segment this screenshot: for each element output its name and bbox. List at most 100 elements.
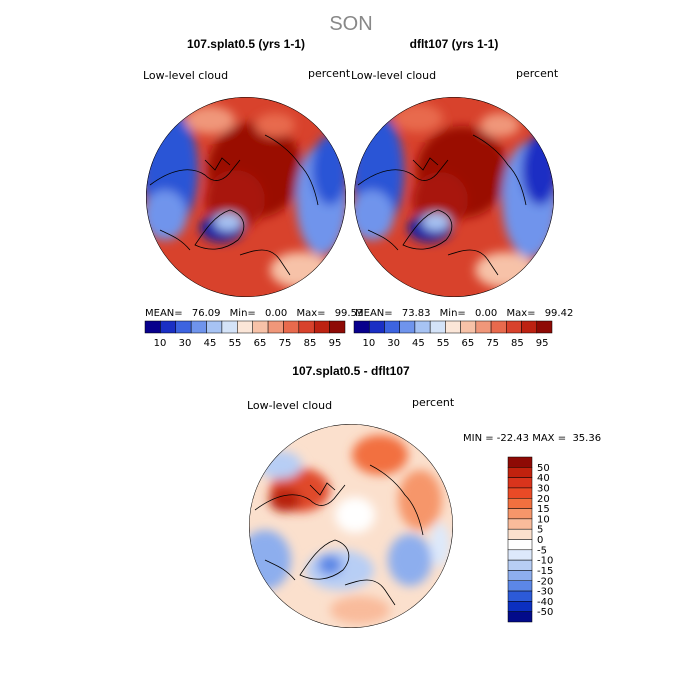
panel-2-colorbar-swatch	[490, 320, 507, 334]
panel-3-colorbar-tick-label: -30	[537, 587, 553, 598]
panel-3-colorbar-swatch	[507, 601, 533, 612]
panel-2: dflt107 (yrs 1-1) Low-level cloud percen…	[351, 37, 573, 349]
panel-2-colorbar-swatch	[536, 320, 553, 334]
panel-1-colorbar-tick-label: 95	[329, 338, 342, 349]
panel-1-colorbar-tick-label: 75	[279, 338, 292, 349]
panel-3-colorbar-swatch	[507, 456, 533, 468]
panel-3-colorbar-swatch	[507, 508, 533, 520]
panel-3-colorbar-swatch	[507, 528, 533, 540]
panel-1-colorbar-swatch	[267, 320, 284, 334]
panel-1-colorbar: 10 30 45 55 65 75 85 95	[144, 320, 346, 349]
panel-2-max-label: Max=	[506, 308, 535, 319]
panel-3-colorbar-tick-label: -10	[537, 556, 553, 567]
panel-3-colorbar-swatch	[507, 498, 533, 509]
panel-3-variable: Low-level cloud	[247, 399, 332, 412]
panel-1-colorbar-swatch	[252, 320, 269, 334]
panel-1-colorbar-tick-label: 65	[254, 338, 267, 349]
panel-2-min: 0.00	[475, 308, 497, 319]
panel-3-colorbar-swatch	[507, 611, 533, 623]
panel-1-mean-label: MEAN=	[145, 308, 183, 319]
panel-2-colorbar-swatch	[445, 320, 461, 334]
panel-2-colorbar-tick-label: 75	[486, 338, 499, 349]
panel-2-colorbar-swatch	[414, 320, 431, 334]
panel-3-map	[249, 424, 453, 628]
panel-1-colorbar-tick-label: 30	[179, 338, 192, 349]
panel-3-colorbar-swatch	[507, 570, 533, 581]
panel-3-colorbar-swatch	[507, 477, 533, 489]
panel-3-colorbar-tick-label: -50	[537, 607, 553, 618]
panel-2-colorbar-tick-label: 55	[437, 338, 450, 349]
panel-3-colorbar-swatch	[507, 549, 533, 561]
panel-3-colorbar-swatch	[507, 539, 533, 551]
panel-3-colorbar-swatch	[507, 590, 533, 602]
panel-3-units: percent	[412, 396, 455, 409]
panel-3-colorbar-tick-label: -15	[537, 566, 553, 577]
panel-3-colorbar-swatch	[507, 559, 533, 571]
panel-1-colorbar-tick-label: 85	[304, 338, 317, 349]
panel-3-colorbar-tick-label: 5	[537, 525, 543, 536]
panel-2-colorbar-tick-label: 30	[387, 338, 400, 349]
panel-2-colorbar-tick-label: 10	[362, 338, 375, 349]
panel-1-title: 107.splat0.5 (yrs 1-1)	[187, 37, 305, 51]
panel-3-colorbar-tick-label: -20	[537, 576, 553, 587]
panel-1-colorbar-swatch	[313, 320, 330, 334]
panel-2-colorbar-tick-label: 65	[461, 338, 474, 349]
panel-3-colorbar-tick-label: 20	[537, 494, 550, 505]
panel-2-colorbar-swatch	[399, 320, 416, 334]
panel-3-colorbar-tick-label: 10	[537, 514, 550, 525]
panel-1-variable: Low-level cloud	[143, 69, 228, 82]
panel-3-colorbar-swatch	[507, 580, 533, 592]
panel-1-max: 99.53	[335, 308, 364, 319]
panel-1-colorbar-swatch	[283, 320, 300, 334]
panel-1-colorbar-swatch	[160, 320, 177, 334]
panel-2-colorbar-swatch	[460, 320, 477, 334]
panel-1-colorbar-swatch	[329, 320, 346, 334]
panel-2-mean-label: MEAN=	[355, 308, 393, 319]
panel-1-min-label: Min=	[230, 308, 256, 319]
panel-2-mean: 73.83	[402, 308, 431, 319]
panel-1-max-label: Max=	[296, 308, 325, 319]
panel-2-colorbar-tick-label: 95	[536, 338, 549, 349]
panel-3-colorbar-tick-label: 15	[537, 504, 550, 515]
panel-2-stats: MEAN= 73.83 Min= 0.00 Max= 99.42	[355, 308, 573, 319]
panel-3-title: 107.splat0.5 - dflt107	[292, 364, 410, 378]
panel-3-colorbar-tick-label: 40	[537, 473, 550, 484]
panel-1-colorbar-swatch	[190, 320, 207, 334]
panel-1-stats: MEAN= 76.09 Min= 0.00 Max= 99.53	[145, 308, 363, 319]
panel-2-colorbar-swatch	[353, 320, 370, 334]
panel-3-colorbar-swatch	[507, 487, 533, 499]
panel-2-title: dflt107 (yrs 1-1)	[410, 37, 499, 51]
figure-title: SON	[329, 13, 372, 35]
panel-1-colorbar-tick-label: 55	[229, 338, 242, 349]
panel-2-colorbar-tick-label: 45	[412, 338, 425, 349]
panel-3-colorbar-swatch	[507, 467, 533, 478]
panel-2-map	[354, 97, 554, 297]
panel-1-colorbar-swatch	[175, 320, 192, 334]
panel-2-colorbar-swatch	[384, 320, 400, 334]
panel-2-colorbar-swatch	[475, 320, 492, 334]
panel-2-colorbar-swatch	[521, 320, 538, 334]
panel-1-colorbar-swatch	[206, 320, 223, 334]
panel-1-colorbar-swatch	[144, 320, 161, 334]
panel-3-colorbar-tick-label: -40	[537, 597, 553, 608]
panel-1-colorbar-tick-label: 10	[154, 338, 167, 349]
panel-3-stats: MIN = -22.43 MAX = 35.36	[463, 433, 601, 444]
panel-3: 107.splat0.5 - dflt107 Low-level cloud p…	[247, 364, 601, 628]
panel-3-colorbar-tick-label: -5	[537, 545, 547, 556]
panel-3-colorbar-tick-label: 50	[537, 463, 550, 474]
panel-2-colorbar-swatch	[368, 320, 385, 334]
panel-1: 107.splat0.5 (yrs 1-1) Low-level cloud p…	[143, 37, 363, 349]
panel-2-colorbar-swatch	[429, 320, 446, 334]
panel-2-variable: Low-level cloud	[351, 69, 436, 82]
panel-3-colorbar-tick-label: 0	[537, 535, 543, 546]
panel-1-colorbar-swatch	[298, 320, 315, 334]
panel-1-map	[146, 97, 346, 297]
panel-1-colorbar-swatch	[237, 320, 253, 334]
panel-3-colorbar-tick-label: 30	[537, 483, 550, 494]
panel-3-colorbar-swatch	[507, 518, 533, 530]
panel-1-mean: 76.09	[192, 308, 221, 319]
panel-2-colorbar-swatch	[506, 320, 522, 334]
panel-2-max: 99.42	[545, 308, 574, 319]
